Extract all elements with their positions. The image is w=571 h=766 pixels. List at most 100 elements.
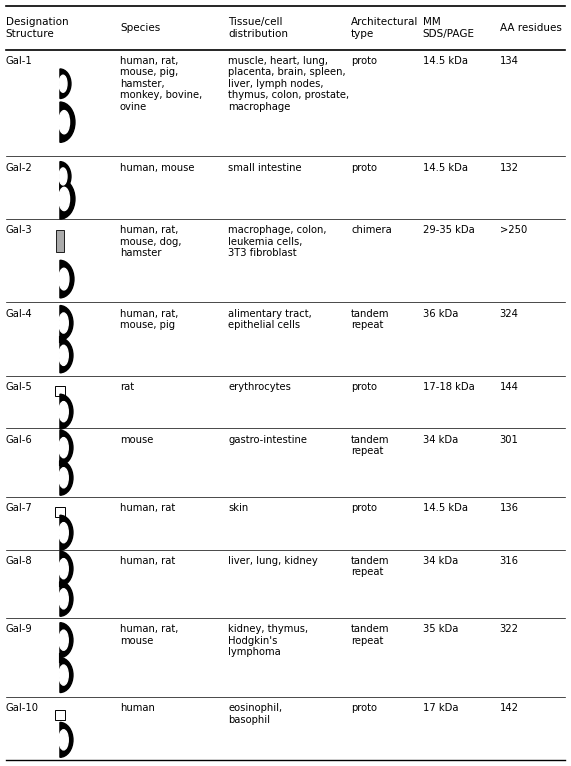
Text: Gal-8: Gal-8 bbox=[6, 555, 33, 565]
Ellipse shape bbox=[59, 401, 69, 422]
Text: human: human bbox=[120, 703, 155, 713]
Text: alimentary tract,
epithelial cells: alimentary tract, epithelial cells bbox=[228, 309, 312, 330]
Text: Gal-9: Gal-9 bbox=[6, 624, 33, 634]
Ellipse shape bbox=[59, 313, 69, 333]
Text: human, rat,
mouse, pig,
hamster,
monkey, bovine,
ovine: human, rat, mouse, pig, hamster, monkey,… bbox=[120, 56, 202, 112]
Ellipse shape bbox=[59, 75, 67, 92]
Text: AA residues: AA residues bbox=[500, 23, 561, 33]
Text: tandem
repeat: tandem repeat bbox=[351, 309, 389, 330]
Text: >250: >250 bbox=[500, 225, 527, 235]
Text: Gal-7: Gal-7 bbox=[6, 503, 33, 513]
Text: 316: 316 bbox=[500, 555, 518, 565]
Text: small intestine: small intestine bbox=[228, 162, 302, 172]
Wedge shape bbox=[60, 430, 73, 465]
Bar bbox=[55, 710, 65, 720]
Text: Gal-10: Gal-10 bbox=[6, 703, 39, 713]
Text: human, rat: human, rat bbox=[120, 503, 175, 513]
Text: Gal-5: Gal-5 bbox=[6, 382, 33, 392]
Wedge shape bbox=[60, 162, 71, 192]
Text: 142: 142 bbox=[500, 703, 518, 713]
Text: Gal-6: Gal-6 bbox=[6, 434, 33, 444]
Text: MM
SDS/PAGE: MM SDS/PAGE bbox=[423, 17, 475, 38]
Text: 322: 322 bbox=[500, 624, 518, 634]
Text: tandem
repeat: tandem repeat bbox=[351, 624, 389, 646]
Wedge shape bbox=[60, 102, 75, 142]
Text: Gal-3: Gal-3 bbox=[6, 225, 33, 235]
Ellipse shape bbox=[59, 110, 70, 134]
Text: 36 kDa: 36 kDa bbox=[423, 309, 458, 319]
Text: liver, lung, kidney: liver, lung, kidney bbox=[228, 555, 318, 565]
Text: proto: proto bbox=[351, 56, 377, 66]
Text: 14.5 kDa: 14.5 kDa bbox=[423, 162, 468, 172]
Wedge shape bbox=[60, 394, 73, 429]
Text: muscle, heart, lung,
placenta, brain, spleen,
liver, lymph nodes,
thymus, colon,: muscle, heart, lung, placenta, brain, sp… bbox=[228, 56, 349, 112]
Text: Tissue/cell
distribution: Tissue/cell distribution bbox=[228, 17, 288, 38]
Text: 324: 324 bbox=[500, 309, 518, 319]
Text: 134: 134 bbox=[500, 56, 518, 66]
Text: skin: skin bbox=[228, 503, 248, 513]
Text: proto: proto bbox=[351, 162, 377, 172]
Wedge shape bbox=[60, 552, 73, 586]
Text: 301: 301 bbox=[500, 434, 518, 444]
Wedge shape bbox=[60, 516, 73, 550]
Bar bbox=[55, 506, 65, 516]
Bar bbox=[56, 231, 64, 252]
Text: 14.5 kDa: 14.5 kDa bbox=[423, 56, 468, 66]
Ellipse shape bbox=[59, 345, 69, 365]
Ellipse shape bbox=[59, 168, 67, 185]
Text: Designation
Structure: Designation Structure bbox=[6, 17, 69, 38]
Text: Architectural
type: Architectural type bbox=[351, 17, 419, 38]
Text: 144: 144 bbox=[500, 382, 518, 392]
Text: tandem
repeat: tandem repeat bbox=[351, 555, 389, 578]
Wedge shape bbox=[60, 69, 71, 99]
Text: 132: 132 bbox=[500, 162, 518, 172]
Text: Gal-1: Gal-1 bbox=[6, 56, 33, 66]
Text: proto: proto bbox=[351, 703, 377, 713]
Text: eosinophil,
basophil: eosinophil, basophil bbox=[228, 703, 283, 725]
Ellipse shape bbox=[59, 437, 69, 458]
Text: Gal-4: Gal-4 bbox=[6, 309, 33, 319]
Text: human, rat: human, rat bbox=[120, 555, 175, 565]
Text: 29-35 kDa: 29-35 kDa bbox=[423, 225, 475, 235]
Ellipse shape bbox=[59, 522, 69, 543]
Text: Species: Species bbox=[120, 23, 160, 33]
Ellipse shape bbox=[59, 630, 69, 650]
Ellipse shape bbox=[59, 188, 70, 211]
Wedge shape bbox=[60, 581, 73, 616]
Text: human, mouse: human, mouse bbox=[120, 162, 194, 172]
Ellipse shape bbox=[59, 730, 69, 750]
Ellipse shape bbox=[59, 665, 69, 685]
Wedge shape bbox=[60, 623, 73, 658]
Text: Gal-2: Gal-2 bbox=[6, 162, 33, 172]
Text: mouse: mouse bbox=[120, 434, 153, 444]
Text: 17-18 kDa: 17-18 kDa bbox=[423, 382, 475, 392]
Text: gastro-intestine: gastro-intestine bbox=[228, 434, 307, 444]
Text: human, rat,
mouse, dog,
hamster: human, rat, mouse, dog, hamster bbox=[120, 225, 182, 258]
Wedge shape bbox=[60, 178, 75, 219]
Ellipse shape bbox=[59, 558, 69, 579]
Wedge shape bbox=[60, 306, 73, 340]
Text: 34 kDa: 34 kDa bbox=[423, 555, 458, 565]
Text: 136: 136 bbox=[500, 503, 518, 513]
Wedge shape bbox=[60, 722, 73, 758]
Wedge shape bbox=[60, 338, 73, 373]
Ellipse shape bbox=[59, 468, 69, 488]
Ellipse shape bbox=[59, 268, 69, 290]
Text: tandem
repeat: tandem repeat bbox=[351, 434, 389, 457]
Text: rat: rat bbox=[120, 382, 134, 392]
Text: 34 kDa: 34 kDa bbox=[423, 434, 458, 444]
Text: human, rat,
mouse: human, rat, mouse bbox=[120, 624, 178, 646]
Text: macrophage, colon,
leukemia cells,
3T3 fibroblast: macrophage, colon, leukemia cells, 3T3 f… bbox=[228, 225, 327, 258]
Text: erythrocytes: erythrocytes bbox=[228, 382, 291, 392]
Text: proto: proto bbox=[351, 503, 377, 513]
Text: 14.5 kDa: 14.5 kDa bbox=[423, 503, 468, 513]
Wedge shape bbox=[60, 260, 74, 298]
Text: proto: proto bbox=[351, 382, 377, 392]
Bar bbox=[55, 385, 65, 395]
Wedge shape bbox=[60, 460, 73, 495]
Wedge shape bbox=[60, 658, 73, 692]
Text: human, rat,
mouse, pig: human, rat, mouse, pig bbox=[120, 309, 178, 330]
Ellipse shape bbox=[59, 589, 69, 609]
Text: chimera: chimera bbox=[351, 225, 392, 235]
Text: kidney, thymus,
Hodgkin's
lymphoma: kidney, thymus, Hodgkin's lymphoma bbox=[228, 624, 308, 657]
